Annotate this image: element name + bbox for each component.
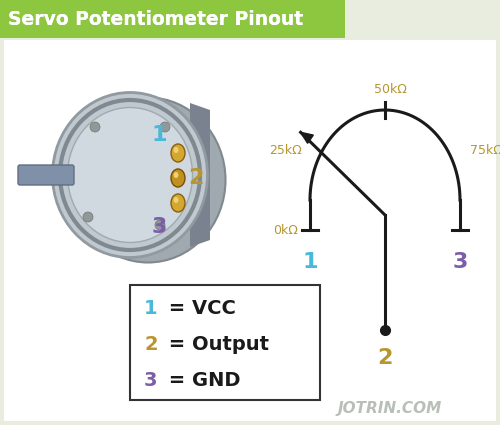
- Text: = GND: = GND: [162, 371, 240, 391]
- Ellipse shape: [68, 108, 192, 243]
- Text: 1: 1: [152, 125, 168, 145]
- FancyBboxPatch shape: [4, 40, 496, 421]
- Text: 3: 3: [452, 252, 468, 272]
- Text: = Output: = Output: [162, 335, 269, 354]
- Ellipse shape: [171, 169, 185, 187]
- FancyBboxPatch shape: [130, 285, 320, 400]
- Ellipse shape: [174, 172, 178, 178]
- Text: 3: 3: [144, 371, 158, 391]
- Ellipse shape: [171, 144, 185, 162]
- FancyBboxPatch shape: [18, 165, 74, 185]
- Text: 75kΩ: 75kΩ: [470, 144, 500, 157]
- Circle shape: [83, 212, 93, 222]
- Circle shape: [90, 122, 100, 132]
- PathPatch shape: [190, 103, 210, 247]
- Ellipse shape: [174, 197, 178, 203]
- Ellipse shape: [174, 147, 178, 153]
- FancyBboxPatch shape: [0, 0, 340, 38]
- Circle shape: [160, 122, 170, 132]
- Text: Servo Potentiometer Pinout: Servo Potentiometer Pinout: [8, 9, 303, 28]
- Text: 2: 2: [144, 335, 158, 354]
- Text: = VCC: = VCC: [162, 300, 236, 318]
- Text: JOTRIN.COM: JOTRIN.COM: [338, 400, 442, 416]
- Polygon shape: [300, 132, 314, 143]
- Text: 25kΩ: 25kΩ: [269, 144, 302, 157]
- FancyBboxPatch shape: [0, 0, 345, 38]
- Circle shape: [155, 220, 165, 230]
- Text: 2: 2: [188, 168, 204, 188]
- Ellipse shape: [52, 93, 208, 258]
- Ellipse shape: [70, 97, 226, 263]
- Text: Servo Potentiometer Pinout: Servo Potentiometer Pinout: [8, 9, 303, 28]
- Text: 1: 1: [302, 252, 318, 272]
- Text: 0kΩ: 0kΩ: [273, 224, 298, 236]
- Ellipse shape: [171, 194, 185, 212]
- Text: 2: 2: [378, 348, 392, 368]
- Text: 1: 1: [144, 300, 158, 318]
- Text: 50kΩ: 50kΩ: [374, 83, 406, 96]
- Text: 3: 3: [152, 217, 168, 237]
